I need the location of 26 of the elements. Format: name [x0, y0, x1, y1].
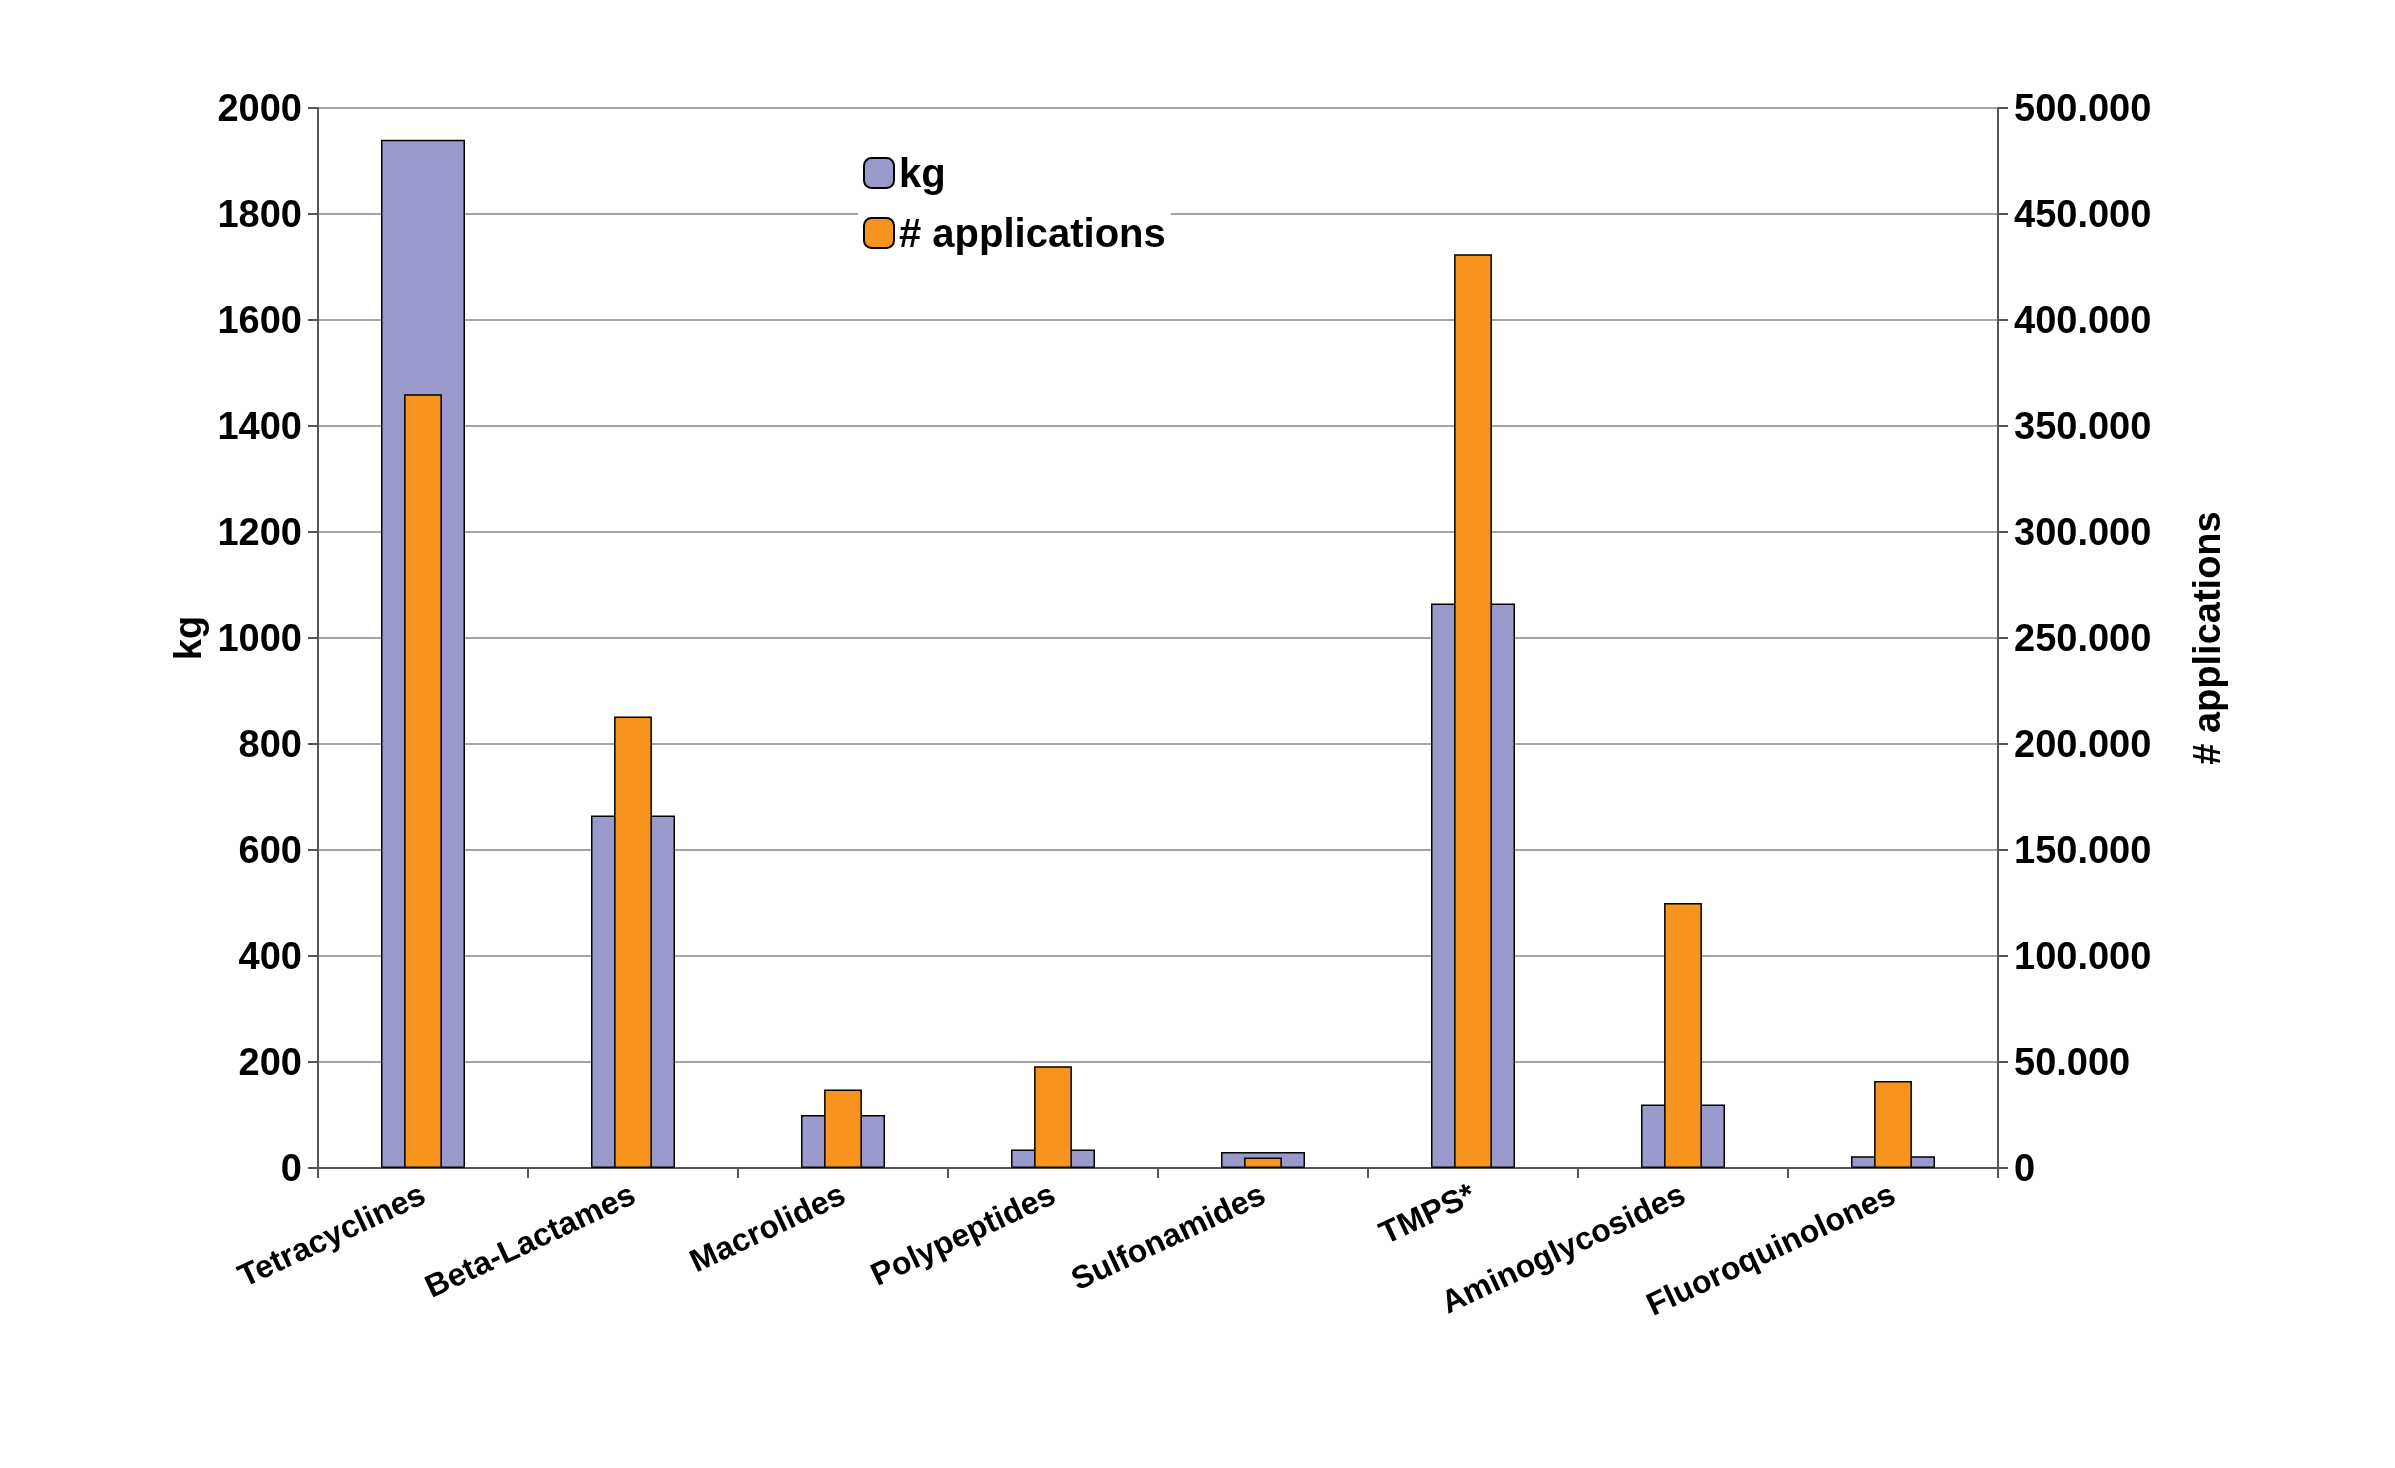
- y2-tick-label: 300.000: [2014, 511, 2152, 553]
- y2-tick-label: 450.000: [2014, 193, 2152, 235]
- y-tick-label: 1400: [217, 405, 302, 447]
- y-tick-label: 1000: [217, 617, 302, 659]
- y2-tick-label: 100.000: [2014, 935, 2152, 977]
- y2-tick-label: 50.000: [2014, 1041, 2131, 1083]
- y2-tick-label: 250.000: [2014, 617, 2152, 659]
- y2-axis-title: # applications: [2186, 511, 2228, 765]
- y-tick-label: 800: [238, 723, 302, 765]
- y-tick-label: 2000: [217, 87, 302, 129]
- legend-label: # applications: [899, 211, 1166, 255]
- legend-label: kg: [899, 151, 946, 195]
- y-tick-label: 1600: [217, 299, 302, 341]
- y-tick-label: 400: [238, 935, 302, 977]
- y-tick-label: 1800: [217, 193, 302, 235]
- y2-tick-label: 400.000: [2014, 299, 2152, 341]
- y2-tick-label: 150.000: [2014, 829, 2152, 871]
- y2-tick-label: 200.000: [2014, 723, 2152, 765]
- y-tick-label: 0: [280, 1147, 302, 1189]
- y-axis-title: kg: [166, 615, 209, 661]
- y2-tick-label: 0: [2014, 1147, 2036, 1189]
- y-tick-label: 600: [238, 829, 302, 871]
- y-tick-label: 1200: [217, 511, 302, 553]
- y-tick-label: 200: [238, 1041, 302, 1083]
- y2-tick-label: 500.000: [2014, 87, 2152, 129]
- y2-tick-label: 350.000: [2014, 405, 2152, 447]
